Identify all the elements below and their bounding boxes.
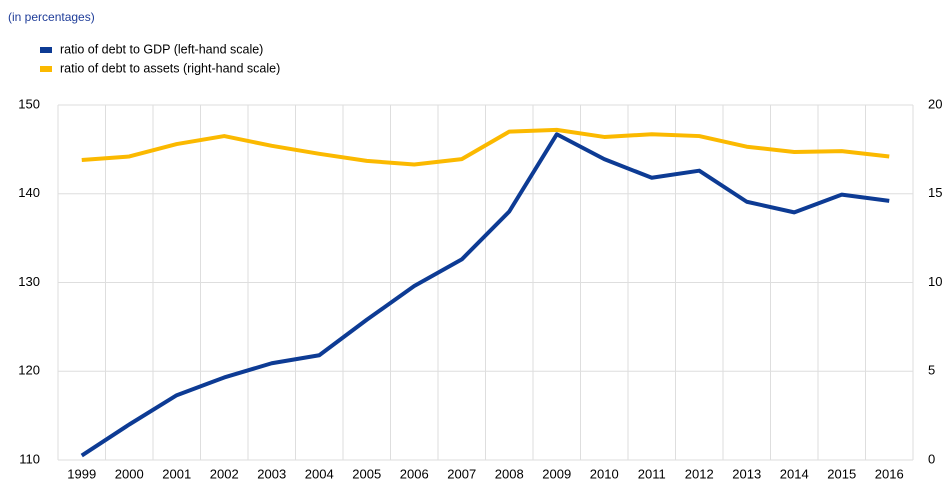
x-tick-label: 2003 bbox=[257, 466, 286, 481]
series-line bbox=[81, 127, 890, 167]
x-tick-label: 2006 bbox=[400, 466, 429, 481]
legend-label: ratio of debt to GDP (left-hand scale) bbox=[60, 42, 263, 56]
x-tick-label: 2009 bbox=[542, 466, 571, 481]
y-tick-label: 110 bbox=[19, 451, 40, 466]
x-tick-label: 2005 bbox=[352, 466, 381, 481]
chart-subtitle: (in percentages) bbox=[8, 10, 95, 24]
y2-tick-label: 0 bbox=[928, 451, 935, 466]
x-tick-label: 2012 bbox=[685, 466, 714, 481]
legend-swatch bbox=[40, 47, 52, 53]
x-tick-label: 2016 bbox=[875, 466, 904, 481]
x-tick-label: 2011 bbox=[638, 466, 666, 481]
x-tick-label: 2010 bbox=[590, 466, 619, 481]
y2-tick-label: 10 bbox=[928, 274, 942, 289]
legend-swatch bbox=[40, 66, 52, 72]
legend-label: ratio of debt to assets (right-hand scal… bbox=[60, 61, 280, 75]
x-tick-label: 2007 bbox=[447, 466, 476, 481]
x-tick-label: 2002 bbox=[210, 466, 239, 481]
x-tick-label: 2004 bbox=[305, 466, 334, 481]
x-tick-label: 2001 bbox=[162, 466, 191, 481]
y-tick-label: 150 bbox=[18, 96, 40, 111]
x-tick-label: 1999 bbox=[67, 466, 96, 481]
x-tick-label: 2000 bbox=[115, 466, 144, 481]
y2-tick-label: 5 bbox=[928, 363, 935, 378]
y-tick-label: 130 bbox=[18, 274, 40, 289]
y2-tick-label: 15 bbox=[928, 185, 942, 200]
x-tick-label: 2015 bbox=[827, 466, 856, 481]
y-tick-label: 140 bbox=[18, 185, 40, 200]
y-tick-label: 120 bbox=[18, 363, 40, 378]
series-line bbox=[80, 132, 890, 458]
x-tick-label: 2008 bbox=[495, 466, 524, 481]
x-tick-label: 2013 bbox=[732, 466, 761, 481]
y2-tick-label: 20 bbox=[928, 96, 942, 111]
x-tick-label: 2014 bbox=[780, 466, 809, 481]
